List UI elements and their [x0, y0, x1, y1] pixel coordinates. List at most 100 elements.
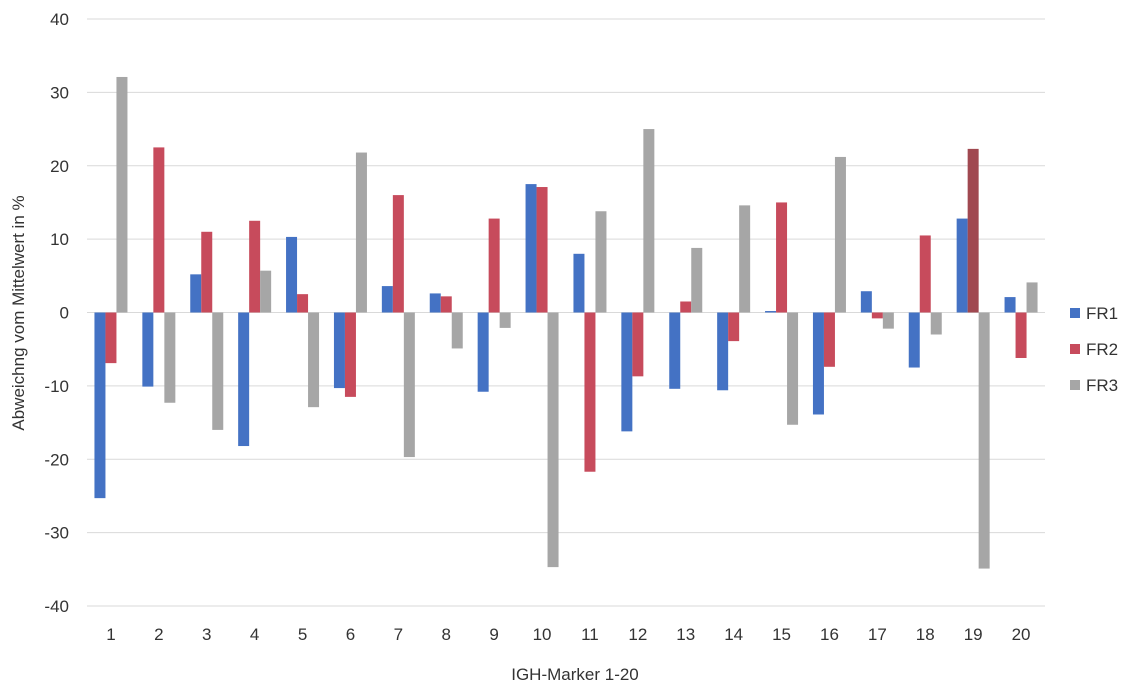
x-tick-label: 7	[394, 625, 403, 644]
y-axis-ticks: -40 -30 -20 -10 0 10 20 30 40	[44, 10, 69, 616]
x-tick-label: 19	[964, 625, 983, 644]
x-axis-title: IGH-Marker 1-20	[511, 665, 639, 684]
bar-fr1-marker-4	[238, 312, 250, 447]
x-tick-label: 18	[916, 625, 935, 644]
bar-fr2-marker-10	[536, 187, 548, 313]
y-tick-label: 0	[60, 304, 69, 323]
bar-fr3-marker-15	[787, 312, 799, 425]
bar-fr3-marker-1	[116, 76, 128, 313]
x-tick-label: 4	[250, 625, 259, 644]
bar-fr1-marker-1	[94, 312, 106, 499]
bar-fr1-marker-9	[477, 312, 489, 392]
bar-fr3-marker-8	[451, 312, 463, 349]
legend: FR1 FR2 FR3	[1070, 304, 1118, 395]
bar-fr3-marker-10	[547, 312, 559, 568]
bars	[94, 76, 1038, 569]
legend-swatch-fr1	[1070, 308, 1080, 318]
x-axis-ticks: 1 2 3 4 5 6 7 8 9 10 11 12 13 14 15 16 17 18 19 20	[106, 625, 1030, 644]
bar-fr2-marker-7	[392, 195, 404, 313]
bar-fr3-marker-12	[643, 129, 655, 313]
x-tick-label: 20	[1012, 625, 1031, 644]
bar-fr1-marker-13	[669, 312, 681, 389]
x-tick-label: 11	[581, 625, 599, 644]
legend-swatch-fr2	[1070, 344, 1080, 354]
bar-fr3-marker-17	[882, 312, 894, 329]
y-tick-label: 20	[50, 157, 69, 176]
y-tick-label: -20	[44, 450, 69, 469]
bar-fr2-marker-6	[344, 312, 356, 397]
bar-fr1-marker-18	[908, 312, 920, 368]
bar-fr1-marker-7	[381, 286, 393, 313]
bar-fr2-marker-17	[871, 312, 883, 319]
bar-fr1-marker-16	[812, 312, 824, 415]
y-tick-label: 30	[50, 83, 69, 102]
y-tick-label: -10	[44, 377, 69, 396]
bar-fr1-marker-6	[333, 312, 345, 389]
bar-fr3-marker-13	[691, 247, 703, 313]
y-tick-label: -40	[44, 597, 69, 616]
x-tick-label: 13	[676, 625, 695, 644]
x-tick-label: 14	[724, 625, 743, 644]
bar-fr2-marker-13	[680, 301, 692, 313]
x-tick-label: 1	[106, 625, 115, 644]
bar-fr3-marker-14	[739, 205, 751, 313]
bar-fr2-marker-12	[632, 312, 644, 377]
bar-fr1-marker-8	[429, 293, 441, 313]
bar-fr2-marker-16	[823, 312, 835, 367]
bar-fr1-marker-11	[573, 253, 585, 313]
bar-fr1-marker-10	[525, 184, 537, 313]
bar-fr1-marker-3	[190, 274, 202, 313]
y-tick-label: 40	[50, 10, 69, 29]
x-tick-label: 8	[442, 625, 451, 644]
bar-fr2-marker-20	[1015, 312, 1027, 358]
x-tick-label: 3	[202, 625, 211, 644]
bar-fr2-marker-1	[105, 312, 117, 364]
x-tick-label: 2	[154, 625, 163, 644]
bar-fr1-marker-20	[1004, 297, 1016, 313]
bar-fr1-marker-14	[717, 312, 729, 391]
bar-fr2-marker-11	[584, 312, 596, 472]
bar-fr1-marker-17	[860, 291, 872, 313]
bar-fr3-marker-3	[212, 312, 224, 430]
x-tick-label: 6	[346, 625, 355, 644]
bar-fr3-marker-11	[595, 211, 607, 313]
bar-fr1-marker-2	[142, 312, 154, 387]
bar-fr2-marker-15	[776, 202, 788, 313]
bar-fr3-marker-9	[499, 312, 511, 328]
legend-label-fr2: FR2	[1086, 340, 1118, 359]
bar-fr3-marker-6	[355, 152, 367, 313]
legend-swatch-fr3	[1070, 380, 1080, 390]
y-tick-label: -30	[44, 524, 69, 543]
legend-label-fr1: FR1	[1086, 304, 1118, 323]
bar-fr2-marker-8	[440, 296, 452, 313]
bar-fr3-marker-16	[834, 156, 846, 313]
y-axis-title: Abweichng vom Mittelwert in %	[9, 195, 28, 430]
bar-fr2-marker-14	[728, 312, 740, 342]
gridlines	[87, 18, 1045, 607]
x-tick-label: 5	[298, 625, 307, 644]
bar-fr3-marker-5	[308, 312, 320, 408]
bar-fr2-marker-18	[919, 235, 931, 313]
bar-fr3-marker-4	[260, 270, 272, 313]
bar-fr2-marker-3	[201, 231, 213, 313]
bar-fr3-marker-20	[1026, 282, 1038, 313]
bar-fr1-marker-19	[956, 218, 968, 313]
y-tick-label: 10	[50, 230, 69, 249]
legend-label-fr3: FR3	[1086, 376, 1118, 395]
bar-fr3-marker-19	[978, 312, 990, 569]
x-tick-label: 9	[489, 625, 498, 644]
bar-fr3-marker-18	[930, 312, 942, 335]
bar-fr2-marker-2	[153, 147, 165, 313]
bar-fr1-marker-15	[765, 311, 777, 313]
x-tick-label: 15	[772, 625, 791, 644]
bar-fr1-marker-5	[286, 236, 298, 313]
x-tick-label: 17	[868, 625, 887, 644]
x-tick-label: 12	[628, 625, 647, 644]
bar-fr2-marker-19	[967, 148, 979, 313]
bar-fr3-marker-2	[164, 312, 176, 403]
bar-fr2-marker-5	[297, 294, 309, 313]
bar-fr1-marker-12	[621, 312, 633, 432]
x-tick-label: 16	[820, 625, 839, 644]
